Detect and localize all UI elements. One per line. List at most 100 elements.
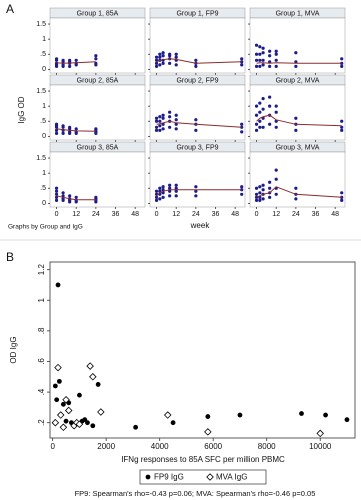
data-point [294, 64, 298, 68]
data-point [54, 128, 59, 132]
data-point [55, 282, 61, 288]
data-point [54, 186, 59, 190]
x-tick-label: 36 [312, 211, 320, 218]
data-point [274, 125, 278, 129]
y-tick-label: 1 [37, 297, 46, 302]
data-point [163, 411, 172, 419]
data-point [161, 113, 165, 117]
data-point [54, 122, 59, 126]
y-tick-label: .2 [37, 419, 46, 426]
data-point [94, 127, 98, 131]
data-point [170, 420, 176, 426]
data-point [174, 183, 178, 187]
data-point [158, 52, 162, 56]
data-point [204, 428, 212, 436]
data-point [94, 54, 98, 58]
data-point [268, 54, 272, 58]
data-point [268, 104, 272, 108]
x-tick-label: 0 [50, 442, 55, 451]
data-point [240, 63, 244, 67]
data-point [168, 61, 172, 65]
panel-label: B [6, 250, 14, 264]
x-tick-label: 24 [92, 211, 100, 218]
data-point [75, 420, 84, 428]
facet-title: Group 1, MVA [276, 10, 320, 17]
data-point [174, 63, 178, 67]
y-tick-label: 1 [42, 103, 46, 110]
data-point [161, 54, 165, 58]
data-point [61, 63, 65, 67]
data-point [261, 96, 265, 101]
x-tick-label: 0 [155, 211, 159, 218]
data-point [261, 183, 265, 187]
mean-line [56, 128, 96, 132]
data-point [340, 195, 344, 199]
data-point [161, 51, 165, 55]
data-point [194, 128, 198, 132]
data-point [54, 192, 59, 196]
data-point [77, 392, 82, 398]
data-point [237, 412, 243, 418]
data-point [240, 185, 244, 189]
data-point [168, 115, 172, 119]
data-point [97, 408, 105, 416]
data-point [174, 186, 178, 190]
data-point [54, 397, 60, 403]
y-tick-label: .5 [40, 51, 46, 58]
data-point [95, 382, 101, 387]
mean-line [156, 120, 242, 128]
data-point [294, 116, 298, 120]
data-point [194, 118, 198, 122]
data-point [294, 51, 298, 55]
data-point [154, 64, 159, 68]
y-tick-label: .5 [40, 185, 46, 192]
data-point [254, 43, 259, 47]
data-point [340, 125, 344, 129]
data-point [68, 130, 72, 134]
x-tick-label: 48 [231, 211, 239, 218]
data-point [258, 64, 262, 68]
facet-title: Group 1, FP9 [176, 10, 218, 17]
legend-label: MVA IgG [216, 473, 247, 482]
mean-line [156, 58, 242, 64]
data-point [258, 119, 262, 123]
data-point [62, 395, 70, 404]
data-point [258, 191, 262, 195]
facet-title: Group 2, MVA [276, 77, 320, 84]
data-point [274, 177, 278, 181]
data-point [254, 58, 259, 62]
data-point [344, 417, 350, 423]
legend [139, 469, 267, 485]
data-point [294, 197, 298, 201]
plot-area [49, 261, 356, 439]
data-point [154, 128, 159, 132]
y-tick-label: 0 [42, 133, 46, 140]
data-point [133, 424, 139, 430]
mean-line [156, 189, 242, 197]
data-point [261, 125, 265, 129]
x-tick-label: 12 [172, 211, 180, 218]
data-point [54, 61, 59, 65]
data-point [261, 197, 265, 201]
data-point [258, 101, 262, 105]
data-point [154, 195, 159, 199]
data-point [274, 64, 278, 68]
y-tick-label: 0 [42, 200, 46, 207]
data-point [61, 124, 65, 128]
data-point [254, 128, 259, 132]
facet-plot [249, 84, 346, 141]
data-point [54, 57, 59, 61]
data-point [258, 45, 262, 49]
data-point [323, 412, 328, 418]
y-tick-label: .5 [40, 118, 46, 125]
x-tick-label: 24 [292, 211, 300, 218]
data-point [51, 418, 60, 427]
data-point [161, 61, 165, 65]
data-point [168, 186, 172, 190]
y-tick-label: .8 [37, 327, 46, 334]
data-point [299, 411, 304, 416]
data-point [240, 125, 244, 129]
data-point [154, 116, 159, 120]
x-tick-label: 48 [131, 211, 139, 218]
